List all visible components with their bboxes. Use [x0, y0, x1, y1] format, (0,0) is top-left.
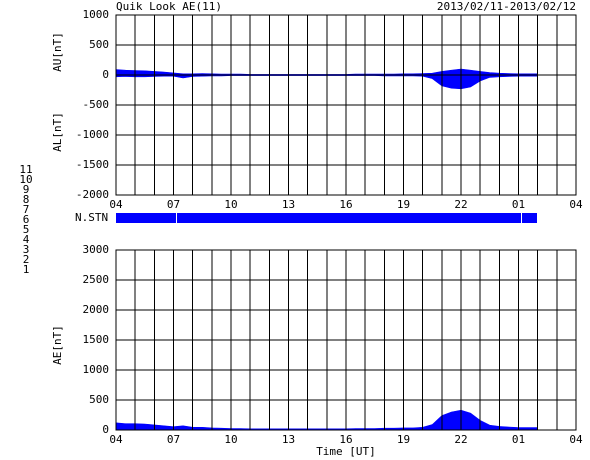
y-tick-label: 1000 — [83, 363, 110, 376]
y-tick-label: 0 — [102, 68, 109, 81]
y-axis-label: AE[nT] — [51, 325, 64, 365]
y-tick-label: -1000 — [76, 128, 109, 141]
y-tick-label: 3000 — [83, 243, 110, 256]
x-tick-label: 16 — [339, 198, 352, 211]
x-tick-label: 22 — [454, 198, 467, 211]
x-tick-label: 19 — [397, 433, 410, 446]
area — [115, 68, 538, 76]
x-tick-label: 13 — [282, 198, 295, 211]
n-stn-gap — [176, 213, 177, 223]
x-tick-label: 01 — [512, 433, 525, 446]
y-tick-label: 2500 — [83, 273, 110, 286]
x-tick-label: 07 — [167, 433, 180, 446]
station-legend-label: 5 — [23, 223, 30, 236]
y-tick-label: -1500 — [76, 158, 109, 171]
area — [115, 74, 538, 90]
x-tick-label: 22 — [454, 433, 467, 446]
station-legend-label: 3 — [23, 243, 30, 256]
chart-title: Quik Look AE(11) — [116, 0, 222, 13]
y-tick-label: 1000 — [83, 8, 110, 21]
station-legend-label: 6 — [23, 213, 30, 226]
x-tick-label: 10 — [224, 198, 237, 211]
plot-frame — [115, 14, 577, 196]
station-legend-label: 4 — [23, 233, 30, 246]
y-tick-label: -2000 — [76, 188, 109, 201]
y-tick-label: 1500 — [83, 333, 110, 346]
n-stn-fill — [116, 213, 537, 223]
n-stn-bar — [116, 213, 537, 223]
station-legend-label: 11 — [19, 163, 32, 176]
x-tick-label: 04 — [569, 433, 583, 446]
station-legend-label: 1 — [23, 263, 30, 276]
station-legend-label: 10 — [19, 173, 32, 186]
station-legend-label: 9 — [23, 183, 30, 196]
y-tick-label: 500 — [89, 393, 109, 406]
y-tick-label: 2000 — [83, 303, 110, 316]
n-stn-gap — [521, 213, 522, 223]
station-legend-label: 8 — [23, 193, 30, 206]
y-tick-label: 500 — [89, 38, 109, 51]
area — [115, 409, 538, 431]
x-tick-label: 13 — [282, 433, 295, 446]
n-stn-label: N.STN — [75, 211, 108, 224]
plot-frame — [115, 249, 577, 431]
x-tick-label: 16 — [339, 433, 352, 446]
y-axis-label: AL[nT] — [51, 112, 64, 152]
x-tick-label: 04 — [569, 198, 583, 211]
station-legend-label: 7 — [23, 203, 30, 216]
y-tick-label: 0 — [102, 423, 109, 436]
x-tick-label: 19 — [397, 198, 410, 211]
x-tick-label: 04 — [109, 198, 123, 211]
date-range: 2013/02/11-2013/02/12 — [437, 0, 576, 13]
station-legend-label: 2 — [23, 253, 30, 266]
x-tick-label: 04 — [109, 433, 123, 446]
x-axis-label: Time [UT] — [316, 445, 376, 458]
x-tick-label: 10 — [224, 433, 237, 446]
x-tick-label: 01 — [512, 198, 525, 211]
y-tick-label: -500 — [83, 98, 110, 111]
y-axis-label: AU[nT] — [51, 32, 64, 72]
x-tick-label: 07 — [167, 198, 180, 211]
